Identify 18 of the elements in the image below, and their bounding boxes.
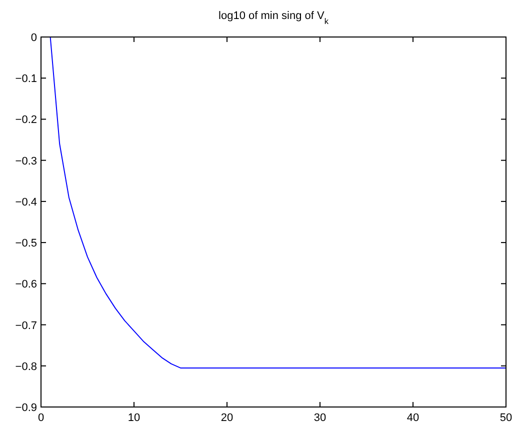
y-tick-label: −0.8: [15, 360, 37, 373]
x-tick-label: 0: [38, 412, 44, 424]
x-tick-label: 10: [128, 412, 140, 424]
y-tick-label: −0.5: [15, 238, 37, 250]
y-tick-label: −0.1: [15, 73, 37, 86]
x-tick-label: 50: [500, 412, 512, 424]
x-tick-label: 30: [314, 412, 326, 424]
y-tick-label: −0.3: [15, 155, 37, 168]
y-tick-label: 0: [30, 32, 37, 44]
chart-title: log10 of min sing of V$_{k}$: [218, 10, 330, 26]
y-tick-label: −0.4: [15, 196, 37, 208]
y-tick-label: −0.7: [15, 320, 37, 332]
x-tick-label: 40: [406, 412, 420, 424]
y-tick-label: −0.9: [15, 402, 37, 414]
y-tick-label: −0.2: [15, 114, 37, 126]
x-tick-label: 20: [220, 412, 234, 424]
line-series: [50, 36, 506, 368]
y-tick-label: −0.6: [15, 278, 37, 291]
